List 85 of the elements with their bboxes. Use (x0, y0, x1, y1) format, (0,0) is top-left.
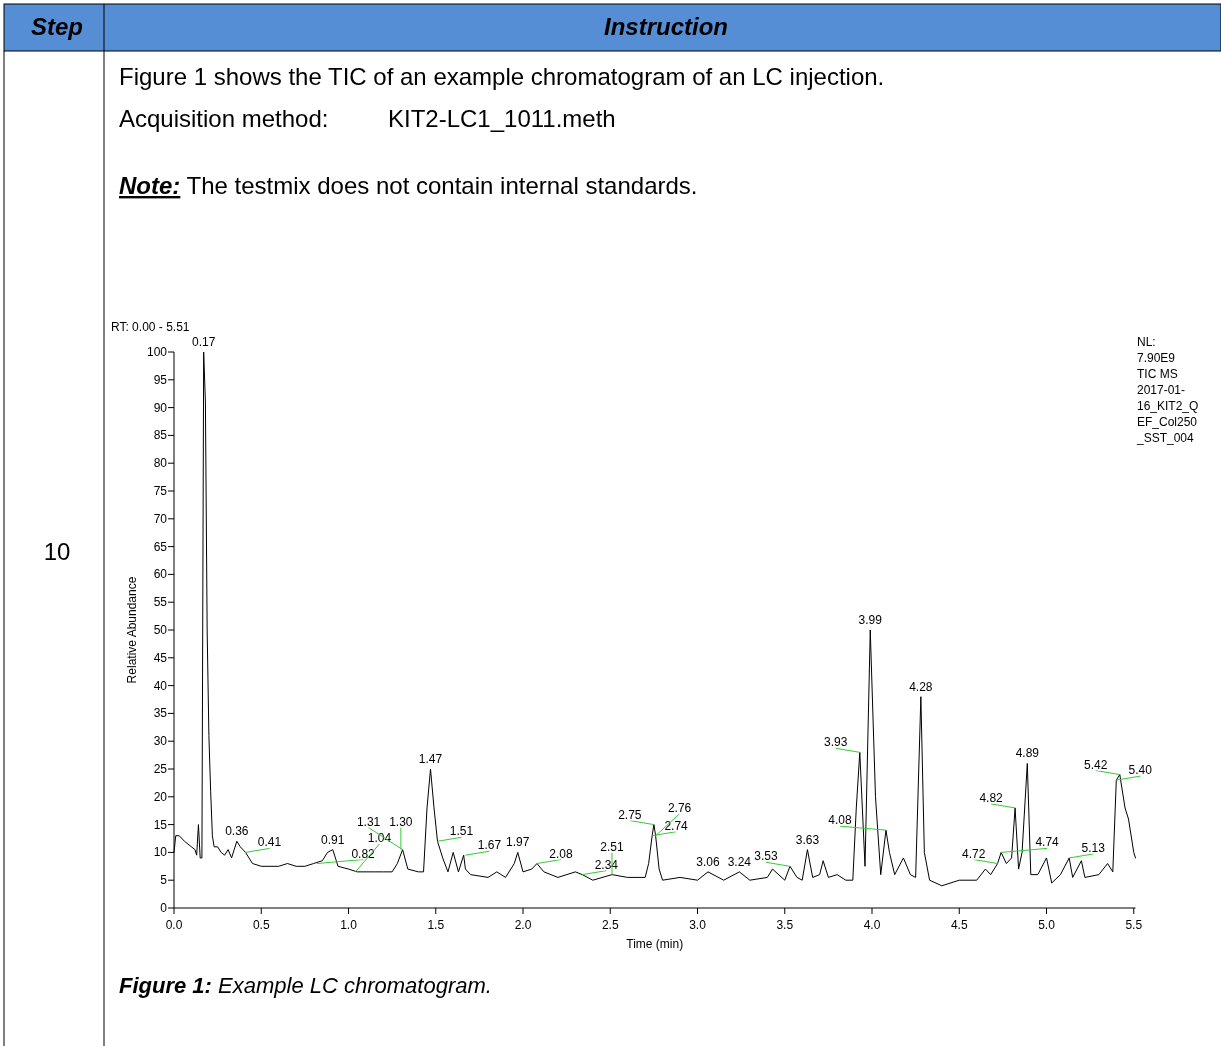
y-tick-label: 100 (146, 345, 168, 359)
annotation: 4.89 (1015, 746, 1040, 761)
caption: Figure 1 shows the TIC of an example chromatogram of an LC injection. (119, 63, 885, 90)
y-tick-label: 90 (153, 400, 168, 415)
annotation: 2.75 (618, 807, 642, 822)
text: The testmix does not contain internal standards. (180, 172, 698, 199)
text: KIT2-LC1_1011.meth (388, 105, 616, 132)
text: TIC MS (1137, 367, 1178, 381)
annotation: 4.72 (961, 846, 986, 861)
annotation: 3.93 (824, 735, 848, 750)
annotation: 1.97 (506, 835, 530, 850)
text: 2017-01- (1137, 383, 1186, 397)
y-tick-label: 35 (153, 706, 168, 721)
x-tick-label: 3.5 (776, 918, 794, 932)
annotation: 2.74 (664, 818, 689, 833)
annotation: 1.67 (477, 838, 502, 853)
annotation: 3.53 (754, 849, 778, 864)
annotation: 0.82 (351, 846, 376, 861)
y-tick-label: 10 (153, 845, 168, 860)
y-tick-label: 40 (153, 678, 168, 693)
x-tick-label: 1.5 (427, 918, 445, 932)
text: NL: (1137, 335, 1156, 349)
annotation: 3.06 (696, 854, 720, 869)
annotation: 5.42 (1084, 757, 1108, 772)
annotation: 2.76 (667, 800, 692, 815)
y-tick-label: 70 (153, 511, 168, 526)
x-tick-label: 5.0 (1038, 918, 1056, 932)
text: 7.90E9 (1137, 351, 1176, 365)
text: Step (30, 13, 84, 40)
y-tick-label: 30 (153, 734, 168, 749)
text: _SST_004 (1136, 431, 1195, 445)
annotation: 1.51 (449, 824, 474, 839)
y-tick-label: 45 (153, 650, 168, 665)
y-tick-label: 15 (153, 817, 168, 832)
annotation: 0.17 (191, 335, 216, 349)
x-tick-label: 1.0 (340, 918, 358, 932)
annotation: 4.08 (828, 813, 852, 828)
x-tick-label: 3.0 (689, 918, 707, 932)
y-tick-label: 85 (153, 428, 168, 443)
y-tick-label: 60 (153, 567, 168, 582)
annotation: 0.36 (225, 824, 249, 839)
x-tick-label: 0.0 (165, 918, 183, 932)
y-tick-label: 50 (153, 623, 168, 637)
y-tick-label: 65 (153, 539, 168, 554)
annotation: 2.08 (549, 846, 573, 861)
x-tick-label: 4.0 (863, 918, 881, 932)
annotation: 1.47 (418, 752, 443, 766)
text: Example LC chromatogram. (211, 973, 492, 998)
y-tick-label: 5 (160, 873, 168, 888)
text: RT: 0.00 - 5.51 (111, 320, 190, 334)
caption: Figure 1: (119, 973, 212, 998)
x-tick-label: 0.5 (252, 918, 270, 932)
annotation: 3.24 (727, 854, 752, 869)
text: Acquisition method: (119, 105, 329, 132)
y-tick-label: 0 (160, 901, 168, 915)
annotation: 1.30 (389, 814, 413, 829)
annotation: 5.40 (1128, 763, 1153, 778)
text: Note: (119, 172, 181, 199)
y-tick-label: 25 (153, 762, 168, 776)
x-tick-label: 4.5 (950, 918, 968, 932)
y-tick-label: 95 (153, 372, 168, 387)
text: 10 (43, 538, 71, 565)
y-tick-label: 75 (153, 484, 168, 498)
annotation: 4.82 (979, 790, 1004, 805)
annotation: 4.28 (909, 679, 933, 694)
y-axis-title: Relative Abundance (125, 576, 139, 684)
annotation: 2.51 (600, 839, 624, 854)
y-tick-label: 55 (153, 595, 168, 610)
annotation: 0.41 (257, 835, 282, 850)
x-tick-label: 2.5 (601, 918, 619, 932)
y-tick-label: 80 (153, 456, 168, 471)
annotation: 4.74 (1035, 835, 1060, 850)
text: EF_Col250 (1137, 415, 1198, 429)
text: 16_KIT2_Q (1137, 399, 1199, 413)
text: Instruction (604, 13, 728, 40)
y-tick-label: 20 (153, 789, 168, 804)
annotation: 2.34 (594, 857, 619, 872)
annotation: 0.91 (321, 832, 345, 847)
x-tick-label: 5.5 (1125, 918, 1143, 932)
annotation: 1.31 (356, 814, 381, 829)
x-tick-label: 2.0 (514, 918, 532, 932)
annotation: 3.99 (858, 613, 883, 627)
x-axis-title: Time (min) (626, 937, 684, 951)
annotation: 5.13 (1081, 840, 1106, 855)
annotation: 3.63 (795, 832, 820, 847)
